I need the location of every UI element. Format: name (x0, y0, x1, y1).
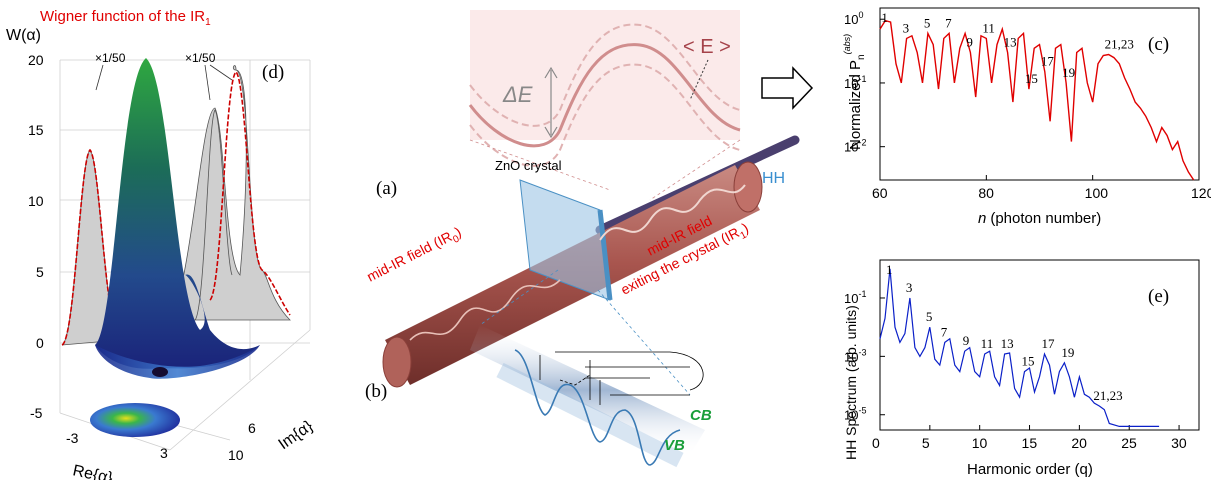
peak-label: 3 (903, 20, 910, 35)
label-b: (b) (365, 381, 387, 402)
panel-d-y-tick: -5 (30, 405, 43, 421)
scale-note-left: ×1/50 (95, 51, 126, 65)
x-tick-label: 60 (872, 185, 888, 201)
peak-label: 11 (981, 336, 994, 351)
panel-d-title: Wigner function of the IR1 (40, 8, 211, 28)
peak-label: 11 (982, 20, 995, 35)
panel-c-label: (c) (1148, 34, 1169, 55)
peak-label: 17 (1041, 54, 1055, 69)
panel-e-label: (e) (1148, 286, 1169, 307)
label-a: (a) (376, 178, 397, 199)
panel-e-x-label: Harmonic order (q) (967, 461, 1093, 478)
peak-label: 9 (963, 333, 970, 348)
im-tick: 10 (228, 447, 244, 463)
crystal-label: ZnO crystal (495, 158, 562, 173)
panel-d-y-label: W(α) (6, 27, 41, 44)
x-tick-label: 25 (1121, 435, 1137, 451)
panel-e-series-line (879, 268, 1160, 427)
mean-field-curve (468, 43, 741, 148)
peak-label: 21,23 (1105, 36, 1134, 51)
projection-right-fit (209, 70, 291, 316)
y-tick-label: 100 (844, 10, 863, 27)
panel-c-frame (879, 7, 1200, 181)
panel-d-y-tick: 15 (28, 122, 44, 138)
y-tick-label: 10-1 (844, 289, 866, 306)
mean-e-label: < E > (683, 36, 731, 58)
panel-d-y-tick: 0 (36, 335, 44, 351)
peak-label: 19 (1062, 65, 1075, 80)
wigner-surface (95, 58, 260, 369)
im-axis-label: Im{α} (276, 417, 317, 453)
peak-label: 17 (1041, 336, 1055, 351)
peak-label: 5 (926, 309, 933, 324)
peak-label: 3 (906, 280, 913, 295)
panel-e-y-label: HH Spectrum (arb. units) (843, 305, 859, 460)
panel-c-series-line (879, 19, 1195, 181)
peak-label: 13 (1001, 336, 1014, 351)
x-tick-label: 80 (978, 185, 994, 201)
panel-c-x-label: n (photon number) (978, 210, 1101, 227)
panel-d-y-tick: 10 (28, 193, 44, 209)
hh-label: HH (762, 170, 785, 187)
panel-e-frame (879, 259, 1200, 431)
x-tick-label: 30 (1171, 435, 1187, 451)
wigner-heatmap (90, 403, 180, 437)
peak-label: 9 (966, 35, 973, 50)
peak-label: 7 (941, 324, 948, 339)
im-tick: 6 (248, 420, 256, 436)
peak-label: 19 (1061, 345, 1074, 360)
delta-e-label: ΔE (502, 82, 533, 107)
peak-label: 5 (924, 15, 931, 30)
re-tick: -3 (66, 430, 79, 446)
peak-label: 15 (1022, 354, 1035, 369)
y-tick-label: 10-1 (844, 74, 866, 91)
x-tick-label: 20 (1071, 435, 1087, 451)
valence-band-curve (514, 349, 681, 466)
field-in-label: mid-IR field (IR0) (364, 223, 465, 288)
panel-center: ΔE < E > HH ZnO crystal (a) mid-IR field… (364, 10, 814, 468)
x-tick-label: 15 (1022, 435, 1038, 451)
panel-d-y-tick: 20 (28, 52, 44, 68)
cb-label: CB (690, 407, 712, 424)
re-axis-label: Re{α} (71, 462, 115, 480)
x-tick-label: 100 (1085, 185, 1109, 201)
peak-label: 21,23 (1093, 388, 1122, 403)
x-tick-label: 5 (922, 435, 930, 451)
peak-label: 1 (881, 10, 888, 25)
panel-d-label: (d) (262, 62, 284, 83)
peak-label: 13 (1004, 35, 1017, 50)
arrow-right-icon (761, 66, 814, 110)
y-tick-label: 10-2 (844, 138, 866, 155)
x-tick-label: 0 (872, 435, 880, 451)
peak-label: 1 (886, 262, 893, 277)
peak-label: 7 (945, 15, 952, 30)
panel-d-y-tick: 5 (36, 264, 44, 280)
vb-label: VB (664, 437, 685, 454)
excitation-paths (539, 351, 704, 405)
x-tick-label: 10 (972, 435, 988, 451)
x-tick-label: 120 (1191, 185, 1211, 201)
re-tick: 3 (160, 445, 168, 461)
peak-label: 15 (1025, 71, 1038, 86)
panel-c-y-label: Normalized Pn(abs) (842, 34, 867, 150)
panel-d-y-ticks: 20 15 10 5 0 -5 (28, 52, 44, 421)
panel-d: Wigner function of the IR1 W(α) (d) 20 1… (6, 8, 317, 480)
y-tick-label: 10-5 (844, 406, 866, 423)
y-tick-label: 10-3 (844, 347, 866, 364)
scale-note-right: ×1/50 (185, 51, 216, 65)
